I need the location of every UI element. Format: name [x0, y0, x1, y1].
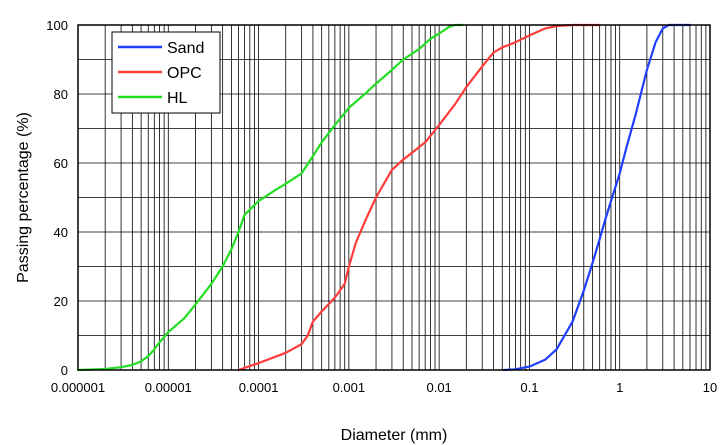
- legend: Sand OPC HL: [111, 31, 221, 114]
- x-tick-label: 0.000001: [51, 380, 105, 395]
- x-tick-label: 0.1: [520, 380, 538, 395]
- x-tick-label: 10: [703, 380, 717, 395]
- y-tick-label: 20: [54, 294, 68, 309]
- x-tick-label: 0.00001: [145, 380, 192, 395]
- y-tick-label: 60: [54, 156, 68, 171]
- y-axis-title: Passing percentage (%): [15, 112, 32, 283]
- series-line-hl: [76, 23, 464, 372]
- legend-label-hl: HL: [167, 90, 188, 107]
- x-tick-label: 0.0001: [239, 380, 279, 395]
- y-tick-label: 100: [46, 18, 68, 33]
- y-tick-label: 0: [61, 363, 68, 378]
- y-tick-label: 80: [54, 87, 68, 102]
- series-lines: [76, 23, 692, 372]
- series-line-sand: [502, 23, 692, 372]
- plot-frame: [77, 24, 711, 371]
- legend-label-sand: Sand: [167, 40, 204, 57]
- legend-label-opc: OPC: [167, 65, 202, 82]
- y-tick-label: 40: [54, 225, 68, 240]
- x-tick-label: 0.001: [333, 380, 366, 395]
- x-tick-label: 1: [616, 380, 623, 395]
- x-axis-title: Diameter (mm): [341, 427, 448, 444]
- tick-labels: 0.000001 0.00001 0.0001 0.001 0.01 0.1 1 100204…: [46, 18, 717, 395]
- series-line-opc: [237, 23, 601, 372]
- x-tick-label: 0.01: [426, 380, 451, 395]
